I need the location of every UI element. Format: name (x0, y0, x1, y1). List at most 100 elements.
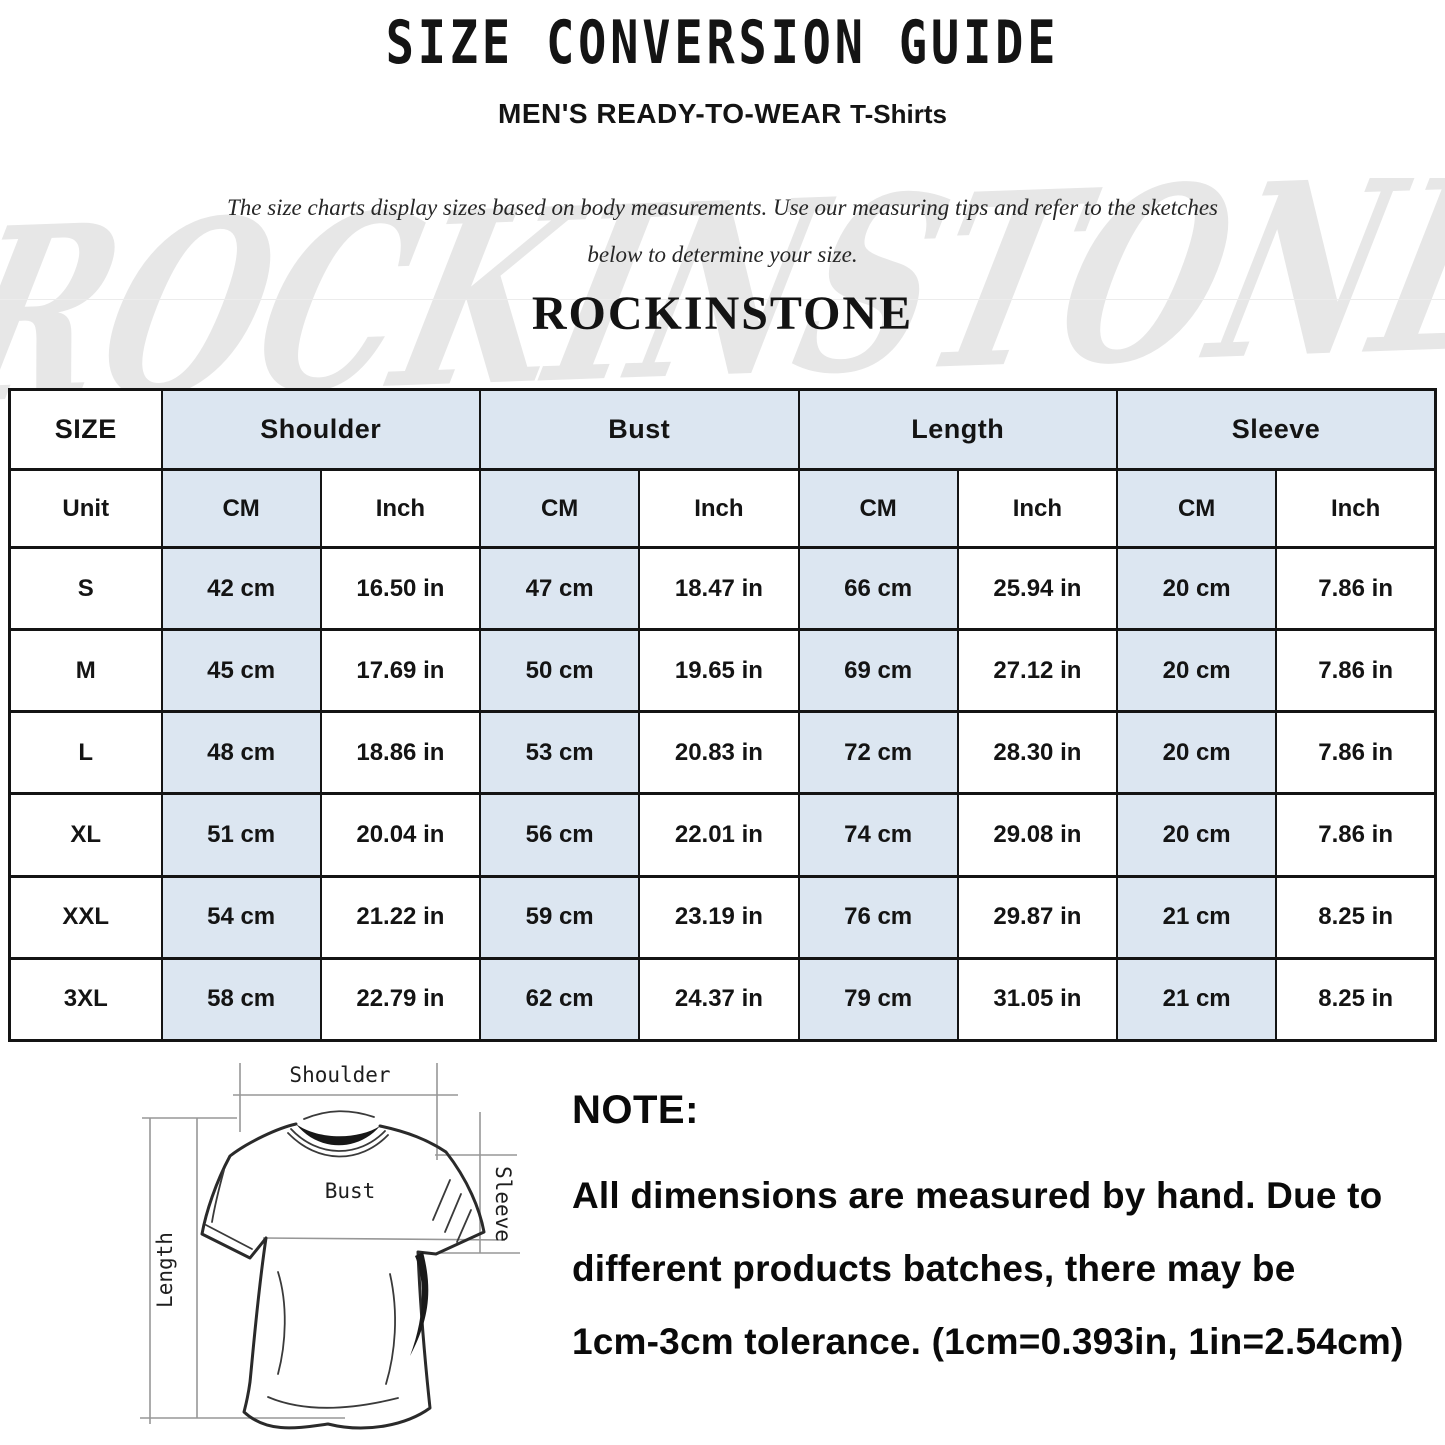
collar-rim-1 (290, 1128, 386, 1152)
group-header-row: SIZE Shoulder Bust Length Sleeve (8, 388, 1437, 471)
value-cell: 21 cm (1115, 874, 1278, 960)
note-block: NOTE: All dimensions are measured by han… (572, 1088, 1404, 1378)
size-label-cell: XL (8, 792, 163, 878)
size-corner-header: SIZE (8, 388, 163, 471)
brand-name: ROCKINSTONE (531, 287, 914, 340)
value-cell: 7.86 in (1275, 792, 1437, 878)
table-row: M 45 cm 17.69 in 50 cm 19.65 in 69 cm 27.12 in… (8, 628, 1437, 714)
value-cell: 31.05 in (956, 956, 1119, 1043)
value-cell: 51 cm (160, 792, 322, 878)
group-header-sleeve: Sleeve (1116, 388, 1437, 471)
value-cell: 29.87 in (956, 874, 1119, 960)
value-cell: 28.30 in (956, 710, 1119, 796)
unit-cell: CM (478, 468, 641, 549)
unit-cell: Inch (638, 468, 800, 549)
diagram-length-label: Length (153, 1232, 177, 1308)
size-label-cell: L (8, 710, 163, 796)
size-label-cell: 3XL (8, 956, 163, 1043)
value-cell: 23.19 in (638, 874, 800, 960)
value-cell: 19.65 in (638, 628, 800, 714)
size-label-cell: XXL (8, 874, 163, 960)
value-cell: 62 cm (478, 956, 641, 1043)
size-table-body: S 42 cm 16.50 in 47 cm 18.47 in 66 cm 25.94 in… (8, 545, 1437, 1043)
unit-cell: Inch (1275, 468, 1437, 549)
table-row: S 42 cm 16.50 in 47 cm 18.47 in 66 cm 25.94 in… (8, 545, 1437, 632)
subtitle-main: MEN'S READY-TO-WEAR (498, 98, 842, 129)
tshirt-measurement-diagram: Shoulder Bust Length Sleeve (140, 1063, 520, 1430)
watermark-text: ROCKINSTONE (0, 178, 1445, 418)
unit-header-row: Unit CM Inch CM Inch CM Inch CM Inch (8, 468, 1437, 549)
value-cell: 7.86 in (1275, 545, 1437, 632)
value-cell: 56 cm (478, 792, 641, 878)
value-cell: 18.86 in (319, 710, 482, 796)
brand-watermark: ROCKINSTONE (0, 178, 1445, 418)
value-cell: 59 cm (478, 874, 641, 960)
value-cell: 20 cm (1115, 792, 1278, 878)
value-cell: 20 cm (1115, 628, 1278, 714)
value-cell: 53 cm (478, 710, 641, 796)
value-cell: 50 cm (478, 628, 641, 714)
left-cuff-line (205, 1224, 253, 1250)
table-row: L 48 cm 18.86 in 53 cm 20.83 in 72 cm 28.30 in… (8, 710, 1437, 796)
value-cell: 54 cm (160, 874, 322, 960)
note-line-2: different products batches, there may be (572, 1248, 1296, 1289)
page-subtitle: MEN'S READY-TO-WEAR T-Shirts (0, 98, 1445, 130)
hem-fold (267, 1396, 399, 1409)
value-cell: 8.25 in (1275, 956, 1437, 1043)
unit-cell: CM (1115, 468, 1278, 549)
size-label-cell: S (8, 545, 163, 632)
diagram-sleeve-label: Sleeve (491, 1166, 515, 1242)
collar-rim-2 (287, 1132, 389, 1158)
value-cell: 20.04 in (319, 792, 482, 878)
sleeve-hatching (432, 1179, 472, 1243)
value-cell: 21 cm (1115, 956, 1278, 1043)
value-cell: 20.83 in (638, 710, 800, 796)
value-cell: 7.86 in (1275, 628, 1437, 714)
table-row: XL 51 cm 20.04 in 56 cm 22.01 in 74 cm 29.08 i… (8, 792, 1437, 878)
collar-band (296, 1124, 380, 1146)
value-cell: 72 cm (797, 710, 959, 796)
value-cell: 58 cm (160, 956, 322, 1043)
size-conversion-table: SIZE Shoulder Bust Length Sleeve Unit CM… (8, 388, 1437, 1043)
unit-cell: Inch (319, 468, 482, 549)
group-header-bust: Bust (479, 388, 800, 471)
diagram-shoulder-label: Shoulder (289, 1063, 390, 1087)
value-cell: 76 cm (797, 874, 959, 960)
body-fold-right (385, 1273, 396, 1385)
value-cell: 79 cm (797, 956, 959, 1043)
value-cell: 29.08 in (956, 792, 1119, 878)
table-row: 3XL 58 cm 22.79 in 62 cm 24.37 in 79 cm 31.05 … (8, 956, 1437, 1043)
size-label-cell: M (8, 628, 163, 714)
unit-label-cell: Unit (8, 468, 163, 549)
unit-cell: CM (797, 468, 959, 549)
value-cell: 7.86 in (1275, 710, 1437, 796)
table-row: XXL 54 cm 21.22 in 59 cm 23.19 in 76 cm 29.87 … (8, 874, 1437, 960)
left-sleeve-fold (211, 1169, 225, 1223)
value-cell: 18.47 in (638, 545, 800, 632)
underarm-shade (410, 1252, 429, 1356)
value-cell: 47 cm (478, 545, 641, 632)
note-line-1: All dimensions are measured by hand. Due… (572, 1175, 1383, 1216)
tshirt-outline (200, 1122, 486, 1430)
value-cell: 42 cm (160, 545, 322, 632)
unit-cell: Inch (956, 468, 1119, 549)
description-line-2: below to determine your size. (587, 242, 858, 267)
value-cell: 22.79 in (319, 956, 482, 1043)
page-title: SIZE CONVERSION GUIDE (385, 8, 1060, 78)
value-cell: 27.12 in (956, 628, 1119, 714)
subtitle-suffix: T-Shirts (850, 99, 947, 129)
value-cell: 21.22 in (319, 874, 482, 960)
group-header-shoulder: Shoulder (160, 388, 481, 471)
collar-back-line (303, 1110, 375, 1120)
value-cell: 66 cm (797, 545, 959, 632)
value-cell: 16.50 in (319, 545, 482, 632)
unit-cell: CM (160, 468, 322, 549)
note-line-3: 1cm-3cm tolerance. (1cm=0.393in, 1in=2.5… (572, 1321, 1404, 1362)
value-cell: 24.37 in (638, 956, 800, 1043)
value-cell: 69 cm (797, 628, 959, 714)
group-header-length: Length (797, 388, 1118, 471)
value-cell: 48 cm (160, 710, 322, 796)
note-text: All dimensions are measured by hand. Due… (572, 1159, 1404, 1378)
value-cell: 17.69 in (319, 628, 482, 714)
